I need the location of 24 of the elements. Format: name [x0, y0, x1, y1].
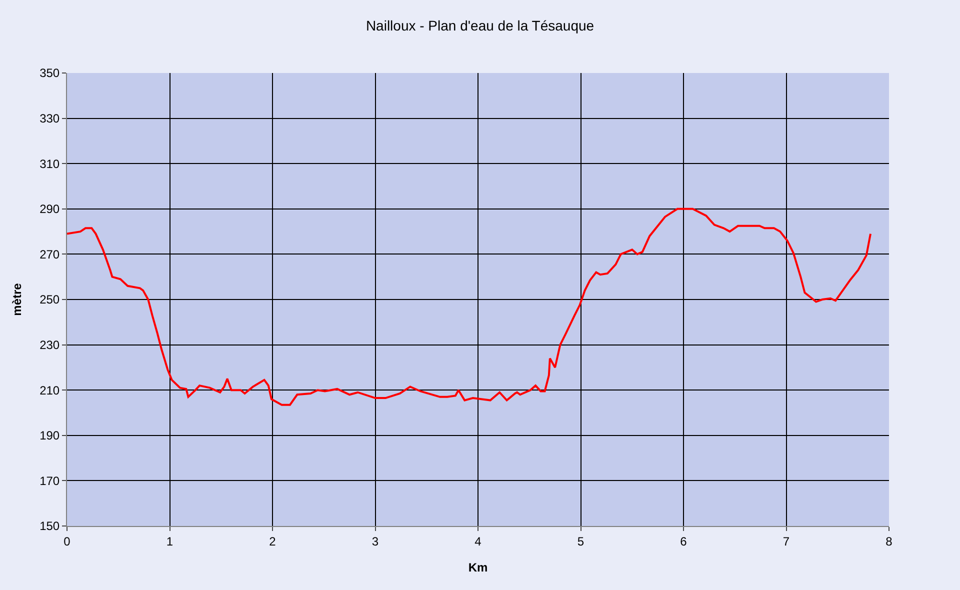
- x-tick-label: 3: [372, 534, 379, 548]
- x-tick-label: 1: [166, 534, 174, 548]
- x-tick-label: 2: [269, 534, 276, 548]
- y-tick-label: 350: [40, 66, 60, 80]
- x-tick-label: 4: [474, 534, 482, 548]
- y-tick-label: 270: [40, 247, 60, 262]
- x-tick-label: 0: [64, 534, 71, 548]
- y-tick-label: 170: [40, 474, 60, 488]
- x-tick-label: 8: [886, 534, 893, 548]
- x-tick-label: 7: [782, 534, 790, 548]
- x-tick-label: 6: [680, 534, 688, 548]
- x-axis-title: Km: [468, 560, 488, 574]
- y-tick-label: 310: [40, 156, 60, 171]
- y-tick-label: 250: [40, 292, 60, 307]
- y-tick-label: 330: [40, 112, 60, 126]
- y-tick-label: 190: [40, 428, 60, 443]
- chart-title: Nailloux - Plan d'eau de la Tésauque: [366, 17, 594, 34]
- y-tick-label: 290: [40, 202, 60, 216]
- line-series: [67, 208, 872, 406]
- y-tick-label: 210: [40, 383, 60, 398]
- y-tick-label: 150: [40, 519, 60, 534]
- y-tick-label: 230: [40, 338, 60, 352]
- y-axis-title: mètre: [10, 282, 24, 316]
- x-tick-label: 5: [577, 534, 584, 548]
